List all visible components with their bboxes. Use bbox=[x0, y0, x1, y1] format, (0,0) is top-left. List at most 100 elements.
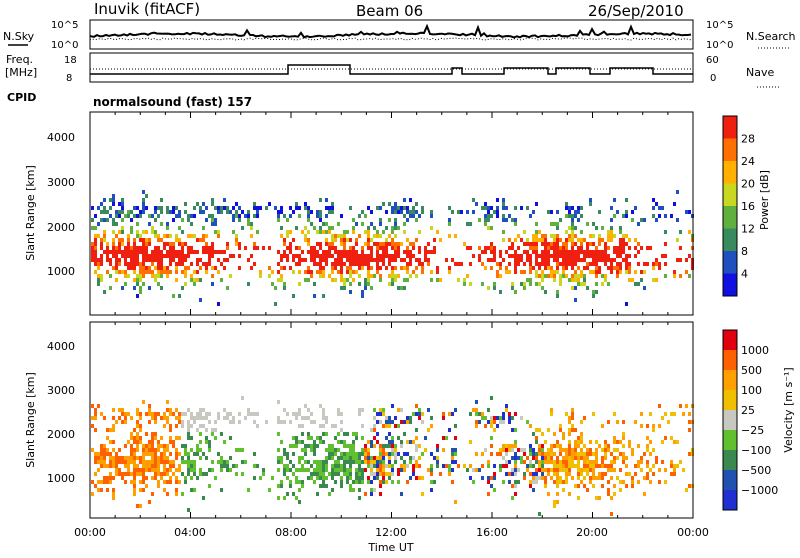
velocity-cell bbox=[406, 420, 409, 424]
power-cell bbox=[544, 254, 547, 258]
power-cell bbox=[190, 250, 193, 254]
power-cell bbox=[616, 254, 619, 258]
power-cell bbox=[577, 258, 580, 262]
power-cell bbox=[616, 270, 619, 274]
power-cell bbox=[313, 258, 316, 262]
velocity-cell bbox=[301, 440, 304, 444]
power-cell bbox=[397, 242, 400, 246]
velocity-cell bbox=[199, 412, 202, 416]
power-cell bbox=[337, 270, 340, 274]
velocity-cell bbox=[364, 460, 367, 464]
velocity-cell bbox=[172, 460, 175, 464]
velocity-cell bbox=[340, 420, 343, 424]
velocity-cell bbox=[382, 472, 385, 476]
velocity-cell bbox=[181, 424, 184, 428]
power-cell bbox=[394, 226, 397, 230]
power-cell bbox=[133, 246, 136, 250]
power-cell bbox=[127, 238, 130, 242]
velocity-cell bbox=[427, 408, 430, 412]
velocity-cell bbox=[541, 448, 544, 452]
velocity-cell bbox=[589, 448, 592, 452]
power-cell bbox=[484, 266, 487, 270]
power-cell bbox=[136, 214, 139, 218]
power-cell bbox=[190, 222, 193, 226]
velocity-cell bbox=[493, 488, 496, 492]
power-cell bbox=[595, 250, 598, 254]
velocity-cell bbox=[625, 472, 628, 476]
power-cell bbox=[292, 210, 295, 214]
velocity-cell bbox=[514, 456, 517, 460]
power-cell bbox=[613, 234, 616, 238]
power-cell bbox=[493, 250, 496, 254]
velocity-cell bbox=[388, 444, 391, 448]
velocity-cell bbox=[523, 472, 526, 476]
power-cell bbox=[394, 258, 397, 262]
velocity-cell bbox=[490, 452, 493, 456]
velocity-cell bbox=[532, 448, 535, 452]
velocity-cell bbox=[343, 440, 346, 444]
power-cell bbox=[502, 258, 505, 262]
velocity-cell bbox=[427, 468, 430, 472]
power-cell bbox=[166, 242, 169, 246]
velocity-cell bbox=[337, 468, 340, 472]
power-cell bbox=[289, 206, 292, 210]
velocity-cell bbox=[346, 468, 349, 472]
velocity-cell bbox=[154, 456, 157, 460]
velocity-cell bbox=[220, 460, 223, 464]
power-cell bbox=[94, 258, 97, 262]
velocity-cell bbox=[145, 432, 148, 436]
velocity-cell bbox=[610, 468, 613, 472]
power-cell bbox=[574, 226, 577, 230]
power-cell bbox=[298, 270, 301, 274]
velocity-cell bbox=[280, 480, 283, 484]
power-cell bbox=[283, 250, 286, 254]
velocity-cell bbox=[673, 464, 676, 468]
velocity-cell bbox=[286, 456, 289, 460]
power-cell bbox=[574, 210, 577, 214]
velocity-cell bbox=[256, 424, 259, 428]
velocity-cell bbox=[592, 484, 595, 488]
power-cell bbox=[511, 254, 514, 258]
velocity-cell bbox=[208, 420, 211, 424]
power-cell bbox=[271, 282, 274, 286]
velocity-cell bbox=[646, 424, 649, 428]
velocity-cell bbox=[364, 492, 367, 496]
velocity-cell bbox=[613, 492, 616, 496]
velocity-cell bbox=[580, 480, 583, 484]
velocity-cell bbox=[175, 424, 178, 428]
velocity-cell bbox=[430, 468, 433, 472]
power-cell bbox=[355, 258, 358, 262]
power-cell bbox=[496, 206, 499, 210]
velocity-cell bbox=[490, 420, 493, 424]
power-cell bbox=[205, 246, 208, 250]
power-cell bbox=[166, 274, 169, 278]
velocity-cell bbox=[307, 476, 310, 480]
power-cell bbox=[220, 278, 223, 282]
velocity-cell bbox=[175, 436, 178, 440]
velocity-cell bbox=[622, 460, 625, 464]
velocity-cell bbox=[370, 472, 373, 476]
velocity-cell bbox=[529, 472, 532, 476]
velocity-cell bbox=[499, 420, 502, 424]
x-tick-0000: 00:00 bbox=[74, 526, 106, 539]
power-cell bbox=[238, 266, 241, 270]
velocity-cell bbox=[163, 424, 166, 428]
power-cell bbox=[160, 250, 163, 254]
velocity-cell bbox=[541, 472, 544, 476]
velocity-cell bbox=[502, 456, 505, 460]
power-cell bbox=[610, 238, 613, 242]
power-cell bbox=[160, 258, 163, 262]
velocity-cell bbox=[382, 424, 385, 428]
velocity-cell bbox=[160, 472, 163, 476]
power-cell bbox=[331, 278, 334, 282]
velocity-cell bbox=[370, 488, 373, 492]
velocity-cell bbox=[190, 412, 193, 416]
power-cell bbox=[400, 210, 403, 214]
velocity-cell bbox=[475, 408, 478, 412]
power-cell bbox=[550, 254, 553, 258]
velocity-cell bbox=[583, 476, 586, 480]
power-cell bbox=[607, 246, 610, 250]
velocity-cell bbox=[418, 476, 421, 480]
power-cell bbox=[613, 214, 616, 218]
power-cell bbox=[496, 262, 499, 266]
